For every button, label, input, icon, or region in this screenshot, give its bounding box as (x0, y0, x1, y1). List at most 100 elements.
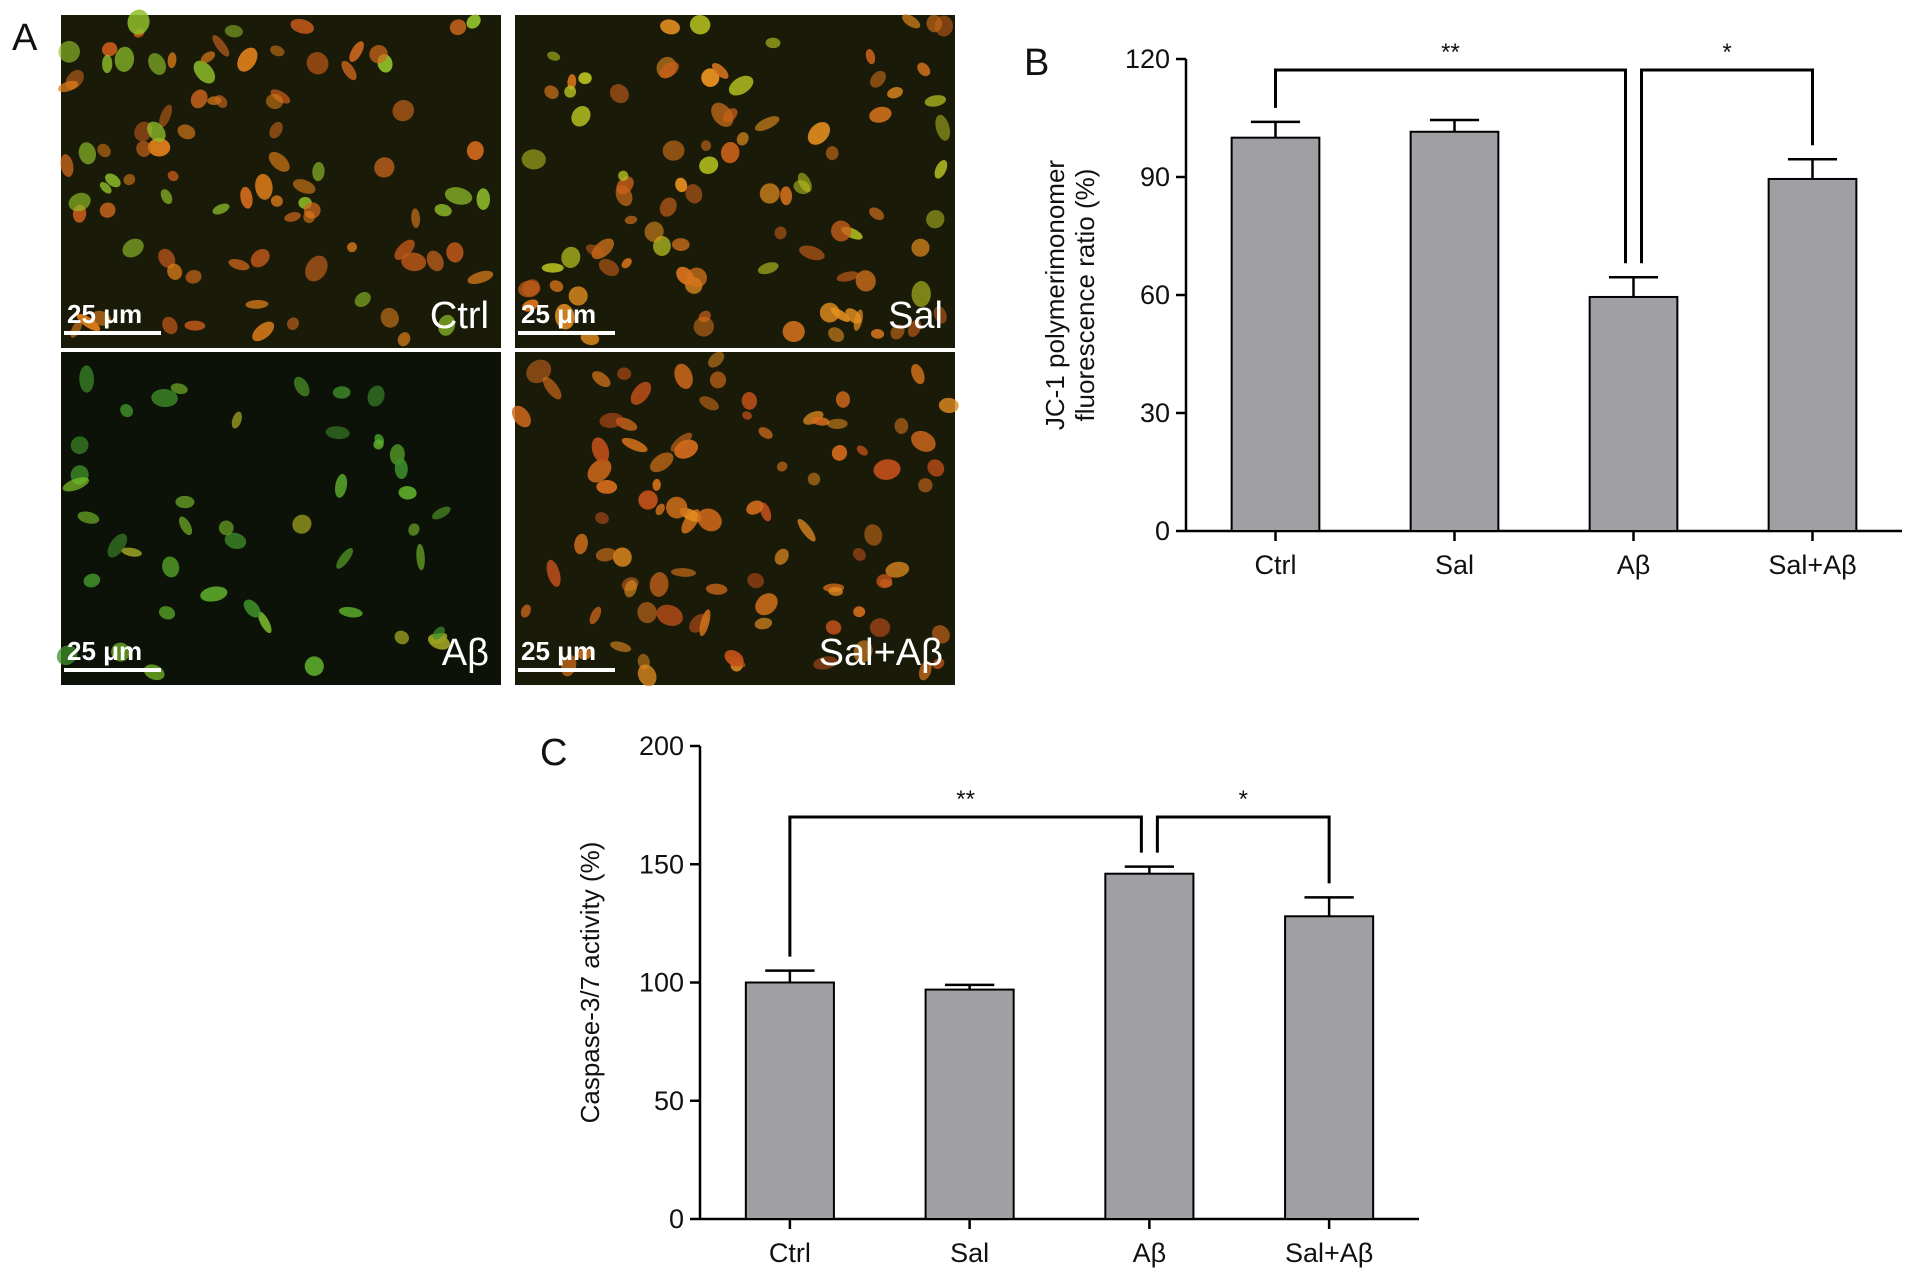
cell (394, 239, 415, 261)
cell (670, 568, 696, 577)
cell (305, 255, 328, 282)
cell (411, 208, 421, 229)
cell (932, 658, 945, 670)
cell (933, 306, 947, 324)
cell (926, 210, 945, 229)
cell (757, 262, 779, 275)
cell (609, 84, 629, 104)
cell (231, 411, 242, 429)
cell (243, 599, 261, 618)
x-tick-label: Sal (1435, 550, 1474, 580)
cell (890, 324, 905, 340)
cell (686, 267, 708, 288)
cell (618, 170, 629, 181)
cell (649, 452, 674, 473)
cell (935, 114, 951, 141)
cell (284, 212, 301, 222)
cell (521, 149, 546, 170)
cell (780, 186, 793, 206)
cell (147, 138, 171, 157)
cell (446, 242, 464, 263)
cell (200, 586, 228, 602)
cell (917, 62, 931, 77)
cell (341, 60, 357, 81)
y-axis-label: JC-1 polymerimonomer (1040, 160, 1070, 431)
cell (827, 418, 848, 430)
cell (852, 547, 866, 561)
cell (347, 242, 358, 253)
cell (711, 63, 729, 79)
cell (825, 146, 839, 161)
significance-bracket (1640, 68, 1814, 264)
cell (660, 19, 680, 35)
cell (255, 173, 273, 200)
cell (102, 54, 113, 74)
cell (121, 547, 142, 557)
cell (312, 162, 325, 182)
cell (91, 310, 112, 326)
cell (797, 518, 816, 542)
cell (934, 159, 948, 179)
cell (705, 583, 728, 595)
cell (114, 46, 135, 72)
cell (595, 512, 609, 525)
cell (546, 559, 561, 587)
cell (292, 179, 316, 194)
significance-label: ** (1441, 39, 1460, 66)
bar (744, 981, 835, 1220)
cell (637, 664, 657, 687)
cell (367, 385, 385, 407)
cell (57, 80, 79, 93)
cell (518, 280, 541, 298)
y-tick-label: 0 (669, 1204, 684, 1234)
x-tick-label: Sal (950, 1238, 989, 1268)
cell (101, 42, 118, 57)
cell (269, 121, 283, 139)
cell (869, 618, 891, 638)
cell (701, 68, 720, 87)
cell (432, 626, 445, 640)
cell (831, 445, 848, 461)
cell (830, 307, 851, 322)
cell (819, 302, 840, 323)
y-tick-label: 50 (654, 1086, 684, 1116)
x-tick-label: Sal+Aβ (1285, 1238, 1373, 1268)
x-tick-label: Ctrl (769, 1238, 811, 1268)
cell (240, 186, 253, 209)
cell (870, 328, 885, 339)
bar (1230, 136, 1321, 533)
x-tick-label: Aβ (1617, 550, 1651, 580)
cell (624, 215, 638, 225)
cell (408, 523, 420, 536)
cell (577, 648, 593, 660)
cell (520, 604, 531, 618)
bar (1104, 872, 1195, 1221)
cell (158, 248, 176, 269)
cell (659, 61, 679, 79)
cell (151, 389, 178, 408)
cell (193, 60, 216, 84)
cell (776, 461, 788, 472)
cell (111, 642, 130, 662)
cell (674, 439, 699, 459)
cell (147, 121, 166, 143)
cell (652, 478, 661, 491)
cell (467, 270, 494, 285)
y-tick-label: 120 (1125, 44, 1170, 74)
cell (722, 108, 738, 123)
cell (828, 327, 845, 342)
cell (836, 271, 859, 282)
cell (693, 316, 715, 337)
cell (765, 37, 781, 49)
significance-label: * (1239, 786, 1248, 813)
cell (292, 514, 312, 534)
cell (200, 51, 216, 64)
cell (699, 609, 711, 637)
cell (741, 392, 758, 410)
cell (432, 506, 451, 520)
cell (638, 490, 658, 510)
cell (759, 183, 780, 204)
cell (369, 44, 388, 64)
cell (675, 177, 688, 193)
